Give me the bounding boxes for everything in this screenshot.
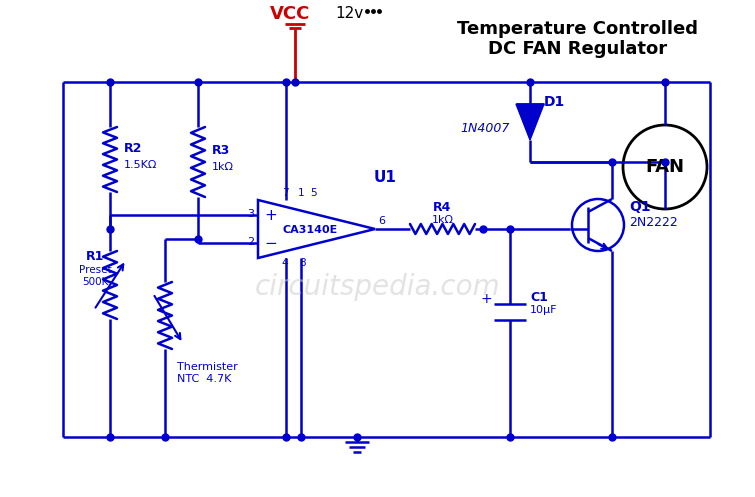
Text: R4: R4 — [433, 201, 451, 214]
Text: Q1: Q1 — [629, 200, 651, 214]
Text: R1: R1 — [86, 250, 104, 263]
Text: 500K: 500K — [82, 277, 108, 287]
Text: 1: 1 — [297, 188, 304, 198]
Text: Temperature Controlled: Temperature Controlled — [458, 20, 698, 38]
Text: Thermister: Thermister — [177, 362, 238, 372]
Text: Preset: Preset — [79, 265, 111, 275]
Text: DC FAN Regulator: DC FAN Regulator — [488, 40, 667, 58]
Text: NTC  4.7K: NTC 4.7K — [177, 374, 231, 384]
Text: CA3140E: CA3140E — [282, 225, 337, 235]
Text: C1: C1 — [530, 291, 548, 304]
Text: 2: 2 — [247, 237, 254, 247]
Text: U1: U1 — [374, 170, 396, 185]
Text: 5: 5 — [311, 188, 317, 198]
Text: circuitspedia.com: circuitspedia.com — [255, 273, 501, 301]
Text: +: + — [480, 292, 492, 306]
Text: 4: 4 — [282, 258, 288, 268]
Text: D1: D1 — [544, 95, 565, 109]
Text: 8: 8 — [300, 258, 307, 268]
Text: 1kΩ: 1kΩ — [432, 215, 454, 225]
Text: 12v: 12v — [335, 6, 363, 21]
Text: R3: R3 — [212, 144, 230, 157]
Text: R2: R2 — [124, 142, 143, 155]
Polygon shape — [516, 104, 544, 140]
Text: +: + — [264, 208, 277, 223]
Text: 1kΩ: 1kΩ — [212, 162, 234, 172]
Text: −: − — [264, 236, 277, 250]
Text: 6: 6 — [378, 216, 385, 226]
Text: 7: 7 — [282, 188, 288, 198]
Text: VCC: VCC — [270, 5, 310, 23]
Text: FAN: FAN — [646, 158, 685, 176]
Text: 10μF: 10μF — [530, 305, 557, 315]
Text: 1N4007: 1N4007 — [460, 122, 510, 135]
Text: 3: 3 — [247, 209, 254, 219]
Text: 2N2222: 2N2222 — [629, 216, 678, 229]
Text: 1.5KΩ: 1.5KΩ — [124, 160, 157, 169]
